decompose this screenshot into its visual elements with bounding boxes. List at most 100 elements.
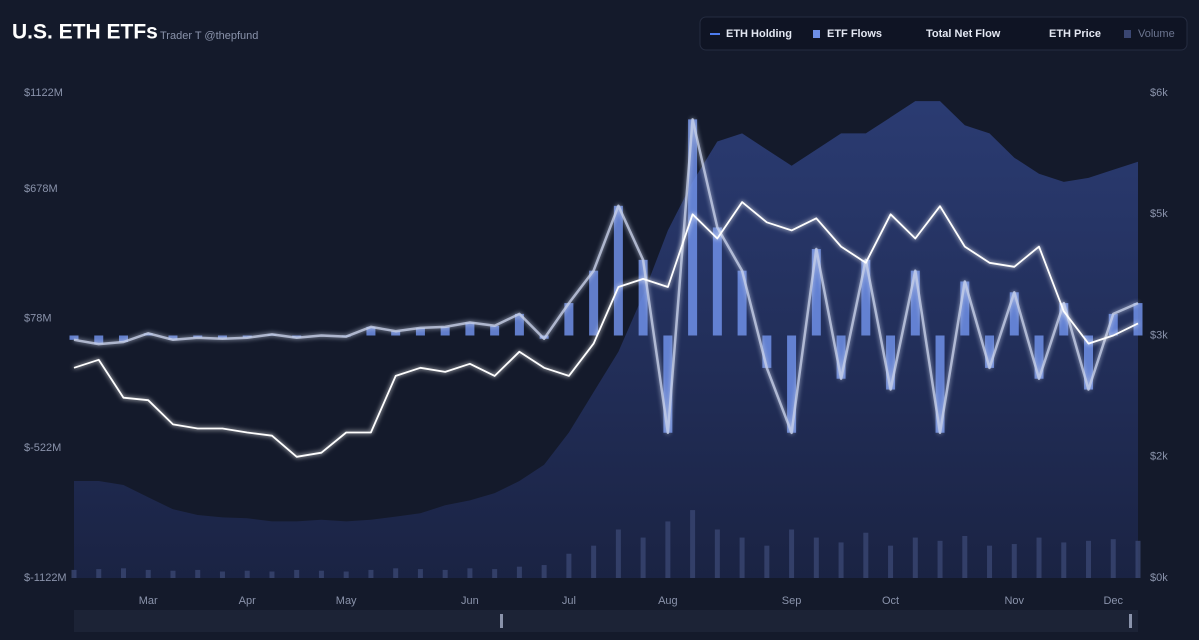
flow-bar — [737, 270, 747, 336]
series-line — [73, 201, 1139, 458]
flow-bar — [69, 335, 79, 340]
volume-bar — [269, 571, 275, 578]
volume-bar — [615, 529, 621, 578]
flow-bar — [638, 259, 648, 336]
volume-bar — [318, 570, 324, 578]
volume-bar — [937, 540, 943, 578]
scroll-handle[interactable] — [500, 614, 503, 628]
y2-tick-label: $5k — [1150, 208, 1168, 220]
flow-bar — [1084, 335, 1094, 390]
volume-bar — [714, 529, 720, 578]
volume-bar — [244, 570, 250, 578]
volume-bar — [1036, 537, 1042, 578]
flow-bar — [589, 270, 599, 336]
legend-label: ETH Price — [1049, 28, 1101, 40]
legend-label: ETF Flows — [827, 28, 882, 40]
volume-bar — [888, 545, 894, 578]
flow-bar — [712, 227, 722, 336]
plot-area — [69, 101, 1143, 578]
volume-bar — [219, 571, 225, 578]
x-tick-label: Nov — [1004, 595, 1024, 607]
legend-label: ETH Holding — [726, 28, 792, 40]
scrollbar[interactable] — [74, 610, 1138, 632]
flow-bar — [1009, 292, 1019, 336]
scroll-handle[interactable] — [1129, 614, 1132, 628]
flow-bar — [1034, 335, 1044, 379]
volume-bar — [1061, 542, 1067, 578]
legend-label: Volume — [1138, 28, 1175, 40]
legend-label: Total Net Flow — [926, 28, 1001, 40]
x-tick-label: Aug — [658, 595, 678, 607]
flow-bar — [811, 249, 821, 336]
volume-bar — [393, 568, 399, 578]
volume-bar — [1135, 540, 1141, 578]
volume-bar — [1086, 540, 1092, 578]
flow-bar — [960, 281, 970, 336]
legend-box — [699, 16, 1188, 51]
volume-bar — [1011, 544, 1017, 578]
volume-bar — [863, 532, 869, 578]
y-tick-label: $678M — [24, 183, 58, 195]
flow-bar — [1059, 303, 1069, 336]
x-tick-label: Dec — [1103, 595, 1123, 607]
volume-bar — [789, 529, 795, 578]
legend-swatch — [813, 30, 820, 38]
volume-bar — [813, 537, 819, 578]
volume-bar — [541, 565, 547, 578]
volume-bar — [516, 566, 522, 578]
x-tick-label: Apr — [239, 595, 256, 607]
volume-bar — [368, 569, 374, 578]
volume-bar — [838, 542, 844, 578]
y2-tick-label: $0k — [1150, 572, 1168, 584]
x-tick-label: Oct — [882, 595, 899, 607]
x-tick-label: Jul — [562, 595, 576, 607]
y-tick-label: $-522M — [24, 442, 61, 454]
x-tick-label: Jun — [461, 595, 479, 607]
flow-bar — [94, 335, 104, 345]
flow-bar — [366, 326, 376, 336]
volume-bar — [665, 521, 671, 578]
flow-bar — [663, 335, 673, 433]
y-tick-label: $-1122M — [24, 572, 67, 584]
volume-bar — [195, 569, 201, 578]
volume-bar — [739, 537, 745, 578]
series-line — [73, 118, 1139, 435]
y2-tick-label: $6k — [1150, 87, 1168, 99]
flow-bar — [118, 335, 128, 342]
flow-bar — [910, 270, 920, 336]
flow-bar — [514, 313, 524, 336]
x-tick-label: May — [336, 595, 357, 607]
x-tick-label: Sep — [782, 595, 802, 607]
chart-subtitle: Trader T @thepfund — [160, 30, 258, 42]
holding-area — [74, 101, 1138, 578]
volume-bar — [145, 569, 151, 578]
flow-bar — [985, 335, 995, 368]
volume-bar — [170, 570, 176, 578]
volume-bar — [987, 545, 993, 578]
y2-tick-label: $2k — [1150, 451, 1168, 463]
flow-bar — [217, 335, 227, 339]
chart-title: U.S. ETH ETFs — [12, 21, 158, 44]
volume-bar — [442, 569, 448, 578]
volume-bar — [912, 537, 918, 578]
flow-bar — [465, 322, 475, 336]
flow-bar — [440, 326, 450, 336]
volume-bar — [120, 568, 126, 578]
y2-tick-label: $3k — [1150, 329, 1168, 341]
flow-bar — [564, 303, 574, 336]
flow-bar — [613, 205, 623, 336]
flow-bar — [415, 327, 425, 336]
volume-bar — [1110, 539, 1116, 578]
flow-bar — [762, 335, 772, 368]
volume-bar — [962, 535, 968, 578]
volume-bar — [566, 553, 572, 578]
volume-bar — [492, 569, 498, 578]
y-tick-label: $78M — [24, 313, 52, 325]
volume-bar — [294, 569, 300, 578]
volume-bar — [640, 537, 646, 578]
volume-bar — [417, 569, 423, 578]
volume-bar — [71, 569, 77, 578]
legend-swatch — [1124, 30, 1131, 38]
volume-bar — [343, 571, 349, 578]
